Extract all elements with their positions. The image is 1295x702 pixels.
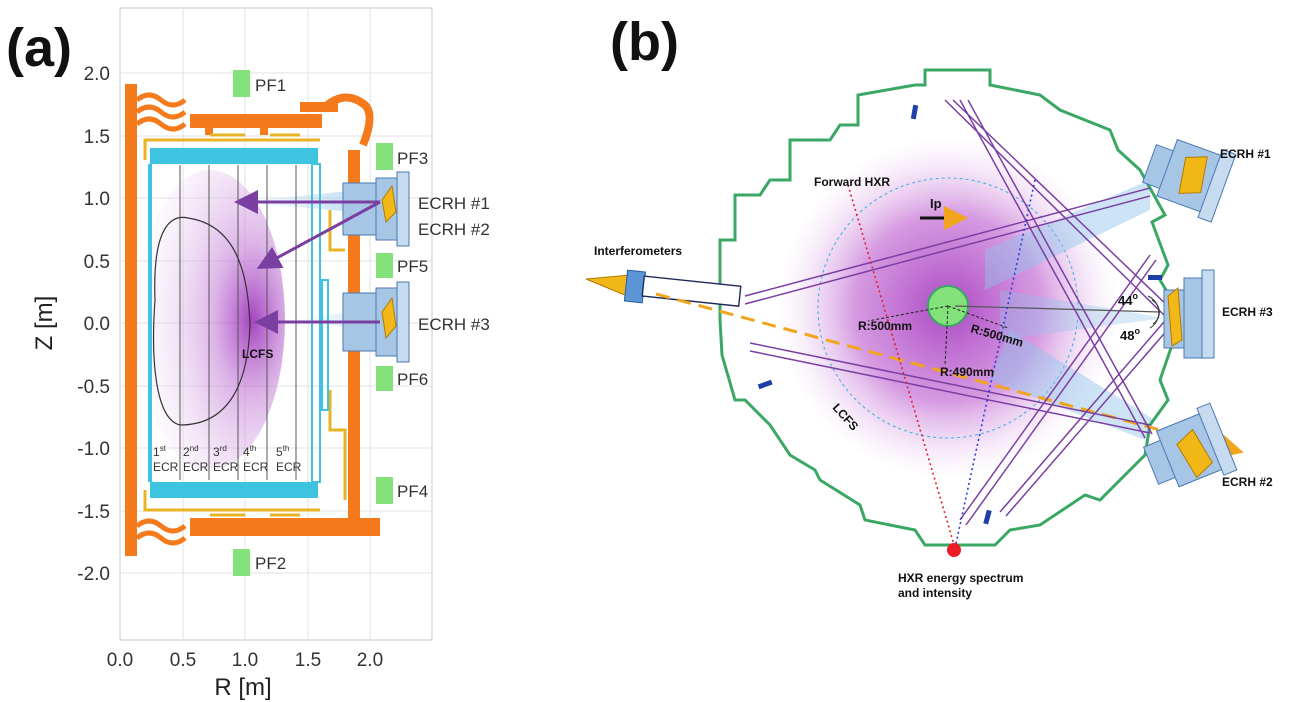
ecrh2-label: ECRH #2: [418, 220, 490, 239]
interferometers-label: Interferometers: [594, 244, 682, 258]
y-tick: 0.5: [84, 252, 110, 273]
ip-label: Ip: [930, 196, 942, 211]
ecr-label: ECR: [153, 460, 179, 474]
pf3-coil: [376, 143, 393, 170]
y-tick-labels: 2.0 1.5 1.0 0.5 0.0 -0.5 -1.0 -1.5 -2.0: [77, 64, 110, 585]
interferometer: [585, 269, 742, 307]
y-tick: 2.0: [84, 64, 110, 85]
forward-hxr-line: [847, 184, 956, 549]
pf4-coil: [376, 477, 393, 504]
svg-text:5th: 5th: [276, 444, 289, 459]
lcfs-circle: [817, 177, 1079, 439]
ecrh1-antenna: [381, 184, 397, 224]
pf2-label: PF2: [255, 554, 286, 573]
hxr-detector: [947, 543, 961, 557]
lcfs-label: LCFS: [242, 347, 273, 361]
ecrh1-launcher-b: [1142, 138, 1237, 223]
x-tick: 0.0: [107, 650, 133, 671]
y-axis-title: Z [m]: [31, 296, 58, 351]
panel-b: (b): [585, 12, 1273, 600]
x-tick: 1.0: [232, 650, 258, 671]
y-tick: 1.5: [84, 127, 110, 148]
x-tick: 0.5: [170, 650, 196, 671]
midplane-line: [954, 305, 1161, 313]
ecrh3-antenna: [381, 296, 397, 340]
ecrh3-label: ECRH #3: [418, 315, 490, 334]
pf2-coil: [233, 549, 250, 576]
svg-text:2nd: 2nd: [183, 444, 199, 459]
pf6-coil: [376, 366, 393, 391]
ecrh3-label-b: ECRH #3: [1222, 305, 1273, 319]
angle-44: 44o: [1118, 291, 1138, 308]
ecrh2-label-b: ECRH #2: [1222, 475, 1273, 489]
y-tick: -1.5: [77, 502, 110, 523]
panel-a-label: (a): [6, 18, 72, 78]
angle-48: 48o: [1120, 326, 1140, 343]
ecrh2-beam-arrow: [256, 200, 381, 269]
hxr-label-line1: HXR energy spectrum: [898, 571, 1023, 585]
ecrh2-beam-fan-b: [990, 330, 1155, 440]
plot-frame: [119, 7, 433, 641]
ecrh2-launcher-b: [1142, 402, 1238, 488]
ecr-label: ECR: [183, 460, 209, 474]
inner-liner: [148, 148, 329, 498]
x-tick: 2.0: [357, 650, 383, 671]
ecrh1-label-b: ECRH #1: [1220, 147, 1271, 161]
y-tick: -0.5: [77, 377, 110, 398]
pf1-coil: [233, 70, 250, 97]
forward-hxr-label: Forward HXR: [814, 175, 890, 189]
x-tick: 1.5: [295, 650, 321, 671]
radius-lines: [867, 305, 1009, 367]
pf4-label: PF4: [397, 482, 428, 501]
panel-b-label: (b): [610, 12, 679, 72]
interferometer-tube: [641, 275, 742, 307]
ecr-layer-labels: 1st ECR 2nd ECR 3rd ECR 4th ECR 5th ECR: [153, 444, 302, 474]
ecrh1-label: ECRH #1: [418, 194, 490, 213]
y-tick: 1.0: [84, 189, 110, 210]
y-tick: -1.0: [77, 439, 110, 460]
y-tick: -2.0: [77, 564, 110, 585]
pf3-label: PF3: [397, 149, 428, 168]
bellows-bottom: [135, 518, 187, 546]
pf1-label: PF1: [255, 76, 286, 95]
pf5-coil: [376, 253, 393, 278]
hxr-label-line2: and intensity: [898, 586, 972, 600]
pf5-label: PF5: [397, 257, 428, 276]
ecr-label: ECR: [276, 460, 302, 474]
x-tick-labels: 0.0 0.5 1.0 1.5 2.0: [107, 650, 383, 671]
svg-text:3rd: 3rd: [213, 444, 227, 459]
interferometer-chord: [655, 292, 1244, 458]
plasma-region: [135, 170, 285, 470]
diag-markers: [757, 104, 1162, 525]
bellows-top: [135, 92, 187, 132]
angle-arc: [1151, 299, 1160, 325]
radius-label-1: R:500mm: [858, 319, 912, 333]
radius-label-3: R:490mm: [940, 365, 994, 379]
svg-text:1st: 1st: [153, 444, 167, 459]
ecrh3-launcher-b: [1163, 269, 1215, 359]
ecr-label: ECR: [213, 460, 239, 474]
y-tick: 0.0: [84, 314, 110, 335]
ecrh-port-upper: [342, 171, 410, 247]
lcfs-contour: [152, 216, 251, 426]
ecr-label: ECR: [243, 460, 269, 474]
pf-coils: [233, 70, 393, 576]
support-frame: [143, 133, 347, 517]
pf6-label: PF6: [397, 370, 428, 389]
ecrh-beam-chords: [744, 99, 1177, 526]
svg-text:4th: 4th: [243, 444, 256, 459]
panel-a: (a) 2.0 1.5 1.0 0.5 0.0 -0.5 -1.0 -1.5 -…: [6, 7, 490, 701]
x-axis-title: R [m]: [214, 674, 271, 701]
vessel-pipe: [322, 93, 374, 147]
ecrh3-beam-fan-b: [1000, 290, 1165, 340]
